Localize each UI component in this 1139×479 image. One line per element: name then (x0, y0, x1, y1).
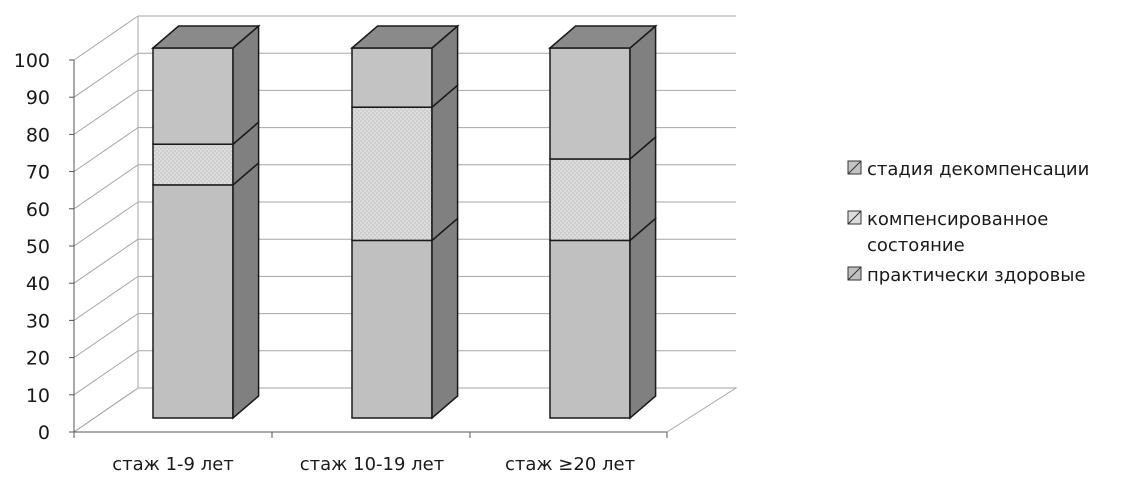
bar-segment (549, 239, 631, 419)
category-label: стаж 10-19 лет (300, 454, 444, 475)
gridline-diagonal (73, 275, 139, 321)
bar-side (431, 83, 459, 243)
bar-segment (351, 47, 433, 108)
y-tick-label: 80 (26, 124, 50, 146)
y-tick-label: 90 (26, 87, 50, 109)
bar-top (150, 25, 261, 49)
bar-segment (152, 47, 234, 145)
category-label: стаж ≥20 лет (505, 454, 635, 475)
y-tick-label: 50 (26, 236, 50, 258)
bar-side (629, 216, 657, 420)
gridline-diagonal (73, 350, 139, 396)
category-label: стаж 1-9 лет (112, 454, 234, 475)
y-tick-label: 0 (38, 422, 50, 444)
gridline-diagonal (73, 201, 139, 247)
gridline-diagonal (73, 313, 139, 359)
gridline-diagonal (73, 164, 139, 210)
legend: стадия декомпенсации компенсированное сост… (847, 159, 1089, 286)
bar-side (232, 161, 260, 420)
gridline-diagonal (73, 127, 139, 173)
legend-swatch-hatch (847, 210, 862, 225)
y-tick-labels: 0 10 20 30 40 50 60 70 80 90 100 (14, 50, 50, 444)
bar-segment (152, 143, 234, 186)
legend-label: стадия декомпенсации (867, 159, 1089, 180)
axes (69, 16, 738, 438)
bar-segment (152, 184, 234, 419)
bar-side (431, 216, 459, 420)
legend-label-cont: состояние (867, 235, 965, 256)
y-tick-label: 40 (26, 273, 50, 295)
legend-swatch-hatch (847, 266, 862, 281)
gridline-diagonal (73, 52, 139, 98)
bar-segment (351, 239, 433, 419)
bar-top (349, 25, 460, 49)
y-tick-label: 100 (14, 50, 50, 72)
y-tick-label: 30 (26, 310, 50, 332)
y-tick-label: 70 (26, 162, 50, 184)
legend-label: компенсированное (867, 209, 1048, 230)
y-tick-label: 20 (26, 348, 50, 370)
bar-segment (549, 158, 631, 242)
legend-label: практически здоровые (867, 265, 1086, 286)
gridline-diagonal (73, 238, 139, 284)
bar-top (547, 25, 658, 49)
bar-segment (549, 47, 631, 160)
gridline-diagonal (73, 89, 139, 135)
y-tick-label: 10 (26, 385, 50, 407)
y-tick-label: 60 (26, 199, 50, 221)
legend-swatch-hatch (847, 160, 862, 175)
bars (150, 24, 658, 420)
gridline-diagonal (73, 15, 139, 61)
category-labels: стаж 1-9 лет стаж 10-19 лет стаж ≥20 лет (112, 454, 635, 475)
bar-side (629, 24, 657, 161)
bar-segment (351, 106, 433, 242)
